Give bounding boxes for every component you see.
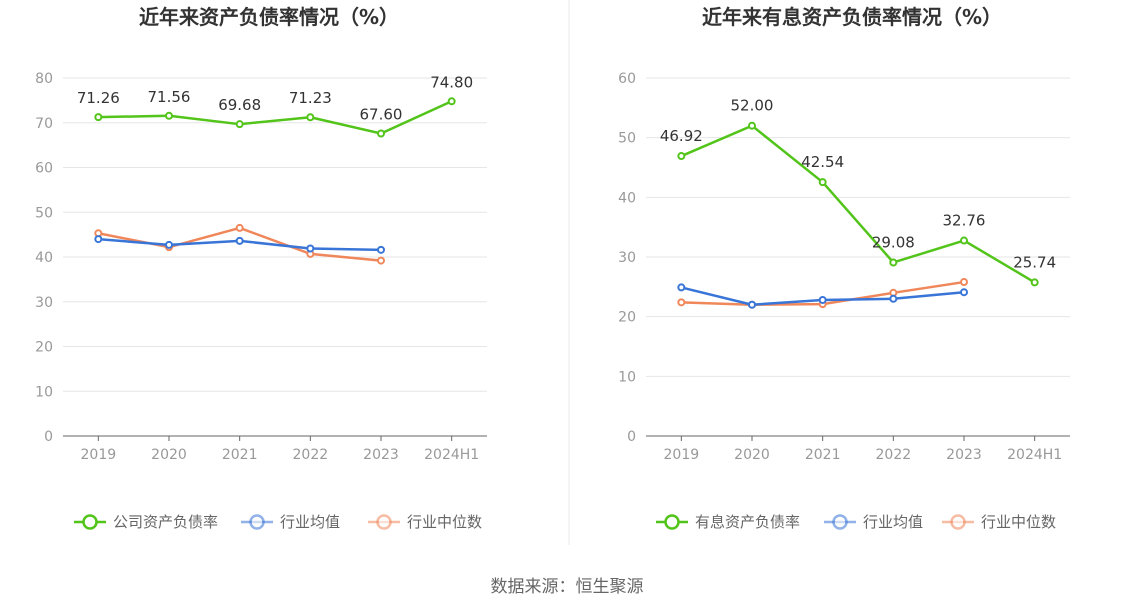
data-point[interactable] [818, 178, 827, 187]
data-label: 71.26 [77, 89, 120, 107]
y-tick-label: 30 [35, 295, 53, 311]
x-tick-label: 2022 [293, 447, 329, 463]
legend-marker [832, 514, 848, 530]
legend-label: 行业中位数 [981, 513, 1056, 531]
data-point[interactable] [235, 236, 244, 245]
y-tick-label: 60 [35, 161, 53, 177]
legend-item[interactable]: 行业均值 [241, 513, 340, 531]
y-tick-label: 10 [35, 384, 53, 400]
x-tick-label: 2023 [363, 447, 399, 463]
x-tick-label: 2024H1 [424, 447, 479, 463]
data-label: 46.92 [660, 127, 703, 145]
y-tick-label: 20 [618, 310, 636, 326]
y-tick-label: 20 [35, 340, 53, 356]
data-label: 25.74 [1013, 253, 1056, 271]
x-tick-label: 2019 [81, 447, 117, 463]
x-tick-label: 2020 [151, 447, 187, 463]
data-point[interactable] [306, 244, 315, 253]
legend-label: 行业均值 [280, 513, 340, 531]
data-point[interactable] [377, 129, 385, 138]
data-point[interactable] [889, 258, 898, 267]
x-tick-label: 2024H1 [1007, 447, 1062, 463]
legend-marker [664, 514, 680, 530]
x-tick-label: 2023 [946, 447, 982, 463]
chart-title: 近年来有息资产负债率情况（%） [702, 5, 1002, 29]
y-tick-label: 50 [618, 131, 636, 147]
data-point[interactable] [677, 283, 686, 292]
legend-marker [82, 514, 98, 530]
legend-label: 行业中位数 [407, 513, 482, 531]
data-label: 74.80 [430, 73, 473, 91]
legend-item[interactable]: 行业中位数 [942, 513, 1056, 531]
x-tick-label: 2021 [222, 447, 258, 463]
data-point[interactable] [960, 278, 968, 287]
data-point[interactable] [377, 256, 385, 265]
y-tick-label: 0 [627, 429, 636, 445]
data-source: 数据来源：恒生聚源 [491, 577, 644, 597]
data-point[interactable] [165, 240, 173, 249]
data-label: 71.23 [289, 89, 332, 107]
chart-title: 近年来资产负债率情况（%） [139, 5, 399, 29]
data-point[interactable] [677, 298, 686, 307]
y-tick-label: 80 [35, 71, 53, 87]
data-point[interactable] [447, 97, 456, 106]
chart-2: 近年来有息资产负债率情况（%） 0 10 20 30 40 50 60 2019 2020 2021… [618, 5, 1070, 531]
y-tick-label: 60 [618, 71, 636, 87]
data-point[interactable] [889, 294, 898, 303]
x-tick-label: 2021 [805, 447, 841, 463]
data-label: 29.08 [872, 233, 915, 251]
data-point[interactable] [818, 295, 827, 304]
legend-item[interactable]: 行业中位数 [368, 513, 482, 531]
legend-marker [376, 514, 392, 530]
data-label: 42.54 [801, 153, 844, 171]
data-point[interactable] [677, 152, 686, 161]
legend-item[interactable]: 公司资产负债率 [74, 513, 218, 531]
data-point[interactable] [748, 300, 756, 309]
data-point[interactable] [235, 223, 244, 232]
y-tick-label: 70 [35, 116, 53, 132]
legend-item[interactable]: 有息资产负债率 [656, 513, 800, 531]
data-point[interactable] [377, 245, 385, 254]
x-tick-label: 2020 [734, 447, 770, 463]
data-label: 71.56 [148, 88, 191, 106]
series-line [680, 124, 1036, 284]
data-label: 52.00 [731, 97, 774, 115]
y-tick-label: 50 [35, 205, 53, 221]
data-point[interactable] [94, 235, 103, 244]
x-tick-label: 2022 [876, 447, 912, 463]
y-tick-label: 0 [44, 429, 53, 445]
data-point[interactable] [960, 236, 968, 245]
legend-item[interactable]: 行业均值 [824, 513, 923, 531]
data-label: 32.76 [943, 212, 986, 230]
x-tick-label: 2019 [664, 447, 700, 463]
y-tick-label: 40 [618, 190, 636, 206]
data-point[interactable] [94, 113, 103, 122]
legend-marker [249, 514, 265, 530]
chart-1: 近年来资产负债率情况（%） 0 10 20 30 40 50 60 70 80 2019 2020 20… [35, 5, 487, 531]
series-line [98, 100, 453, 135]
data-point[interactable] [235, 120, 244, 129]
data-point[interactable] [1030, 278, 1039, 287]
data-label: 69.68 [218, 96, 261, 114]
legend-marker [950, 514, 966, 530]
data-label: 67.60 [360, 105, 403, 123]
data-point[interactable] [306, 113, 315, 122]
legend-label: 公司资产负债率 [113, 513, 218, 531]
data-point[interactable] [748, 121, 756, 130]
y-tick-label: 30 [618, 250, 636, 266]
legend-label: 行业均值 [863, 513, 923, 531]
data-point[interactable] [960, 288, 968, 297]
data-point[interactable] [165, 111, 173, 120]
legend-label: 有息资产负债率 [695, 513, 800, 531]
y-tick-label: 40 [35, 250, 53, 266]
y-tick-label: 10 [618, 369, 636, 385]
